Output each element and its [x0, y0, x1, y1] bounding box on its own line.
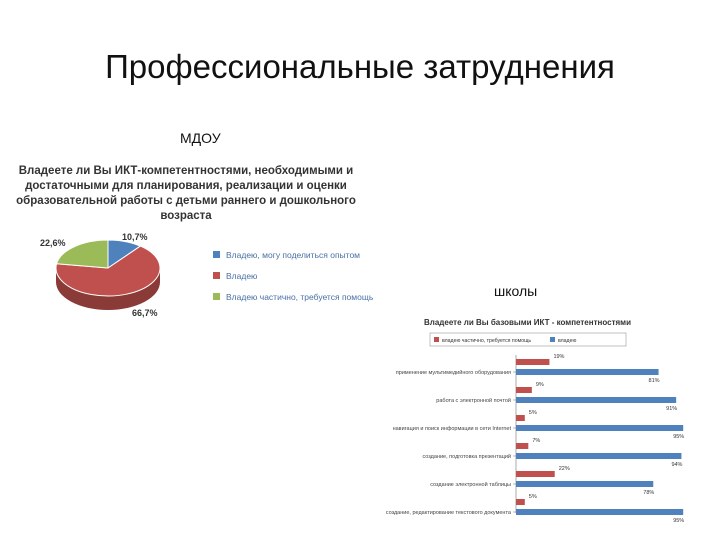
bar-1-4 [516, 481, 654, 487]
pie-value-label-2: 22,6% [40, 238, 66, 248]
bar-1-3 [516, 453, 682, 459]
bar-value-label-1-5: 95% [673, 518, 684, 524]
schools-label: школы [494, 283, 538, 299]
bar-0-4 [516, 471, 555, 477]
pie-value-label-0: 10,7% [122, 232, 148, 242]
bar-legend-box [429, 332, 627, 347]
bar-0-2 [516, 415, 525, 421]
pie-legend-swatch-1 [213, 272, 220, 279]
bar-0-1 [516, 387, 532, 393]
bar-category-label-1: работа с электронной почтой [436, 397, 511, 404]
pie-legend-label-0: Владею, могу поделиться опытом [226, 250, 360, 260]
slide-title: Профессиональные затруднения [105, 48, 615, 85]
pie-chart-title: Владеете ли Вы ИКТ-компетентностями, нео… [16, 165, 356, 222]
pie-side-1 [56, 268, 160, 310]
bar-0-3 [516, 443, 529, 449]
pie-legend-label-2: Владею частично, требуется помощь [226, 292, 374, 302]
pie-legend-swatch-2 [213, 293, 220, 300]
mdou-label: МДОУ [180, 130, 221, 146]
bar-chart-title: Владеете ли Вы базовыми ИКТ - компетентн… [424, 318, 631, 327]
bar-value-label-0-5: 5% [529, 494, 537, 500]
pie-legend-label-1: Владею [226, 271, 258, 281]
bar-value-label-0-1: 9% [536, 382, 544, 388]
bar-legend-label-1: владею [558, 338, 576, 344]
bar-value-label-1-4: 78% [643, 490, 654, 496]
pie-value-label-1: 66,7% [132, 308, 158, 318]
bar-legend-swatch-1 [550, 337, 555, 342]
bar-1-1 [516, 397, 677, 403]
pie-legend-swatch-0 [213, 251, 220, 258]
bar-value-label-1-2: 95% [673, 434, 684, 440]
bar-value-label-1-3: 94% [671, 462, 682, 468]
bar-0-0 [516, 359, 550, 365]
bar-value-label-0-3: 7% [532, 438, 540, 444]
bar-1-2 [516, 425, 684, 431]
bar-value-label-1-0: 81% [649, 378, 660, 384]
bar-1-0 [516, 369, 659, 375]
bar-legend-label-0: владею частично, требуется помощь [442, 338, 531, 344]
bar-category-label-0: применение мультимедийного оборудования [396, 369, 511, 376]
bar-category-label-4: создание электронной таблицы [430, 481, 511, 488]
pie-slice-2 [55, 239, 109, 269]
bar-value-label-0-2: 5% [529, 410, 537, 416]
bar-0-5 [516, 499, 525, 505]
bar-value-label-0-0: 19% [553, 354, 564, 360]
pie-slice-1 [55, 245, 161, 297]
bar-category-label-2: навигация и поиск информации в сети Inte… [393, 426, 512, 432]
bar-value-label-1-1: 91% [666, 406, 677, 412]
bar-legend-swatch-0 [434, 337, 439, 342]
bar-1-5 [516, 509, 684, 515]
bar-value-label-0-4: 22% [559, 466, 570, 472]
bar-category-label-3: создание, подготовка презентаций [422, 453, 511, 460]
bar-category-label-5: создание, редактирование текстового доку… [386, 510, 512, 516]
